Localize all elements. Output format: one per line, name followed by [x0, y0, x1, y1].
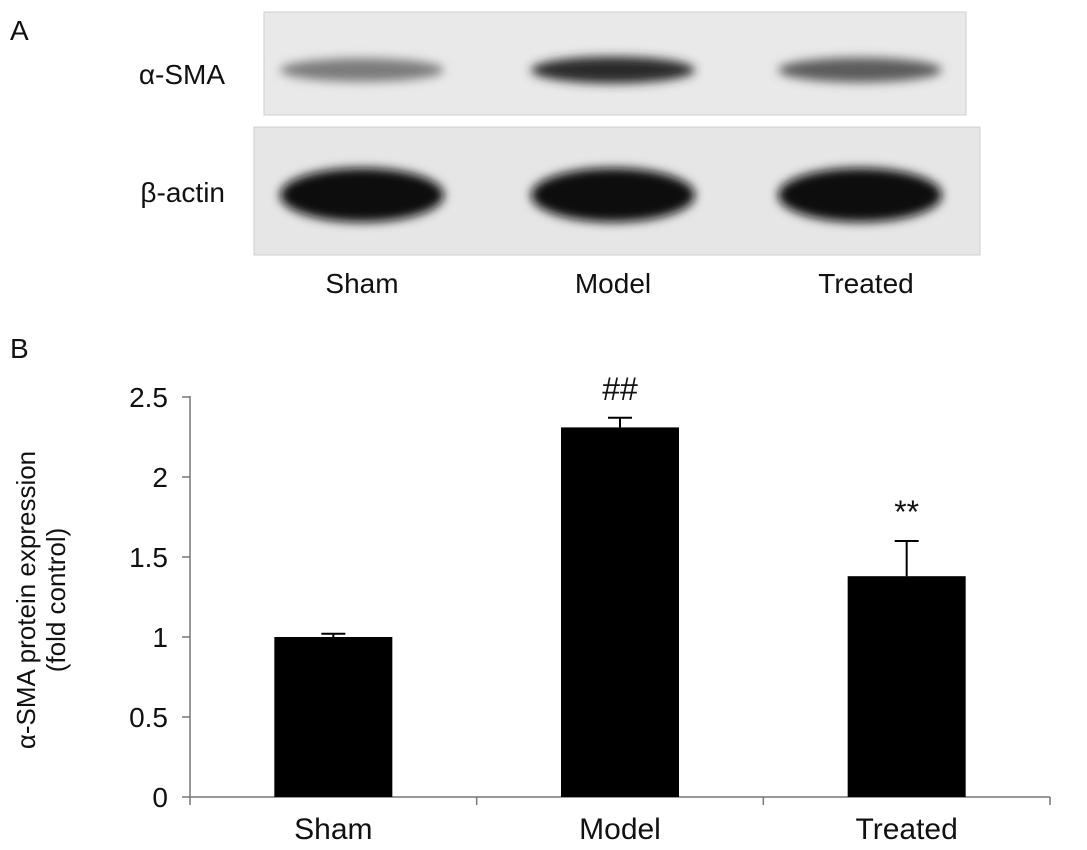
blot-band [778, 168, 942, 222]
lane-label-treated: Treated [818, 268, 913, 299]
x-tick-label: Sham [294, 813, 372, 846]
lane-label-sham: Sham [325, 268, 398, 299]
blot-band [280, 58, 444, 82]
bar-model [561, 427, 679, 797]
blot-band [778, 57, 942, 83]
row-label-beta-actin: β-actin [140, 177, 225, 208]
x-tick-label: Treated [856, 813, 958, 846]
y-axis-label: α-SMA protein expression (fold control) [11, 451, 71, 749]
y-axis-label-line1: α-SMA protein expression [11, 451, 41, 749]
blot-band [531, 168, 695, 222]
bar-treated [847, 576, 966, 797]
y-tick-label: 0.5 [129, 702, 168, 733]
lane-label-model: Model [575, 268, 651, 299]
x-tick-label: Model [579, 813, 661, 846]
panel-b-label: B [10, 333, 29, 364]
blot-band [531, 56, 695, 84]
significance-marker: ** [894, 494, 919, 530]
y-tick-label: 0 [152, 782, 168, 813]
y-tick-label: 1.5 [129, 542, 168, 573]
panel-a-label: A [10, 15, 29, 46]
blot-bands [280, 56, 942, 222]
y-tick-label: 2.5 [129, 382, 168, 413]
y-tick-label: 1 [152, 622, 168, 653]
y-axis-label-line2: (fold control) [41, 528, 71, 673]
blot-band [280, 168, 444, 222]
bar-sham [274, 637, 393, 797]
bar-chart: 0 0.5 1 1.5 2 2.5 Sham ## Model ** Treated [129, 371, 1051, 846]
significance-marker: ## [602, 371, 638, 407]
y-tick-label: 2 [152, 462, 168, 493]
row-label-alpha-sma: α-SMA [139, 59, 226, 90]
